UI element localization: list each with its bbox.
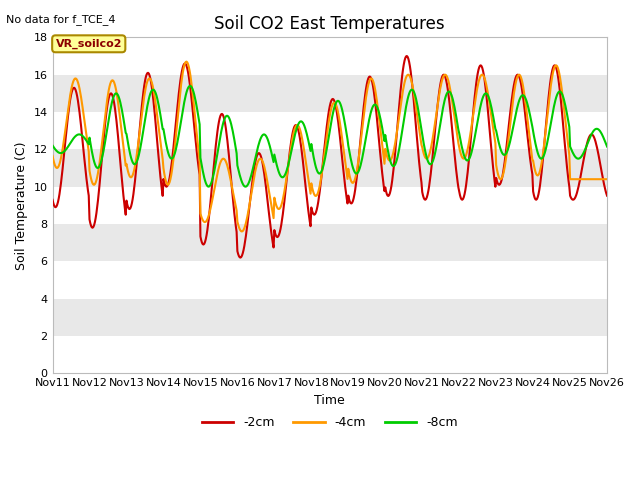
X-axis label: Time: Time: [314, 394, 345, 407]
Y-axis label: Soil Temperature (C): Soil Temperature (C): [15, 141, 28, 270]
Bar: [52, 299, 607, 336]
Bar: [52, 149, 607, 187]
Legend: -2cm, -4cm, -8cm: -2cm, -4cm, -8cm: [197, 411, 463, 434]
Bar: [52, 187, 607, 224]
Bar: [52, 224, 607, 261]
Bar: [52, 336, 607, 373]
Text: No data for f_TCE_4: No data for f_TCE_4: [6, 14, 116, 25]
Bar: [52, 37, 607, 75]
Bar: [52, 261, 607, 299]
Bar: [52, 112, 607, 149]
Title: Soil CO2 East Temperatures: Soil CO2 East Temperatures: [214, 15, 445, 33]
Bar: [52, 75, 607, 112]
Text: VR_soilco2: VR_soilco2: [56, 39, 122, 49]
